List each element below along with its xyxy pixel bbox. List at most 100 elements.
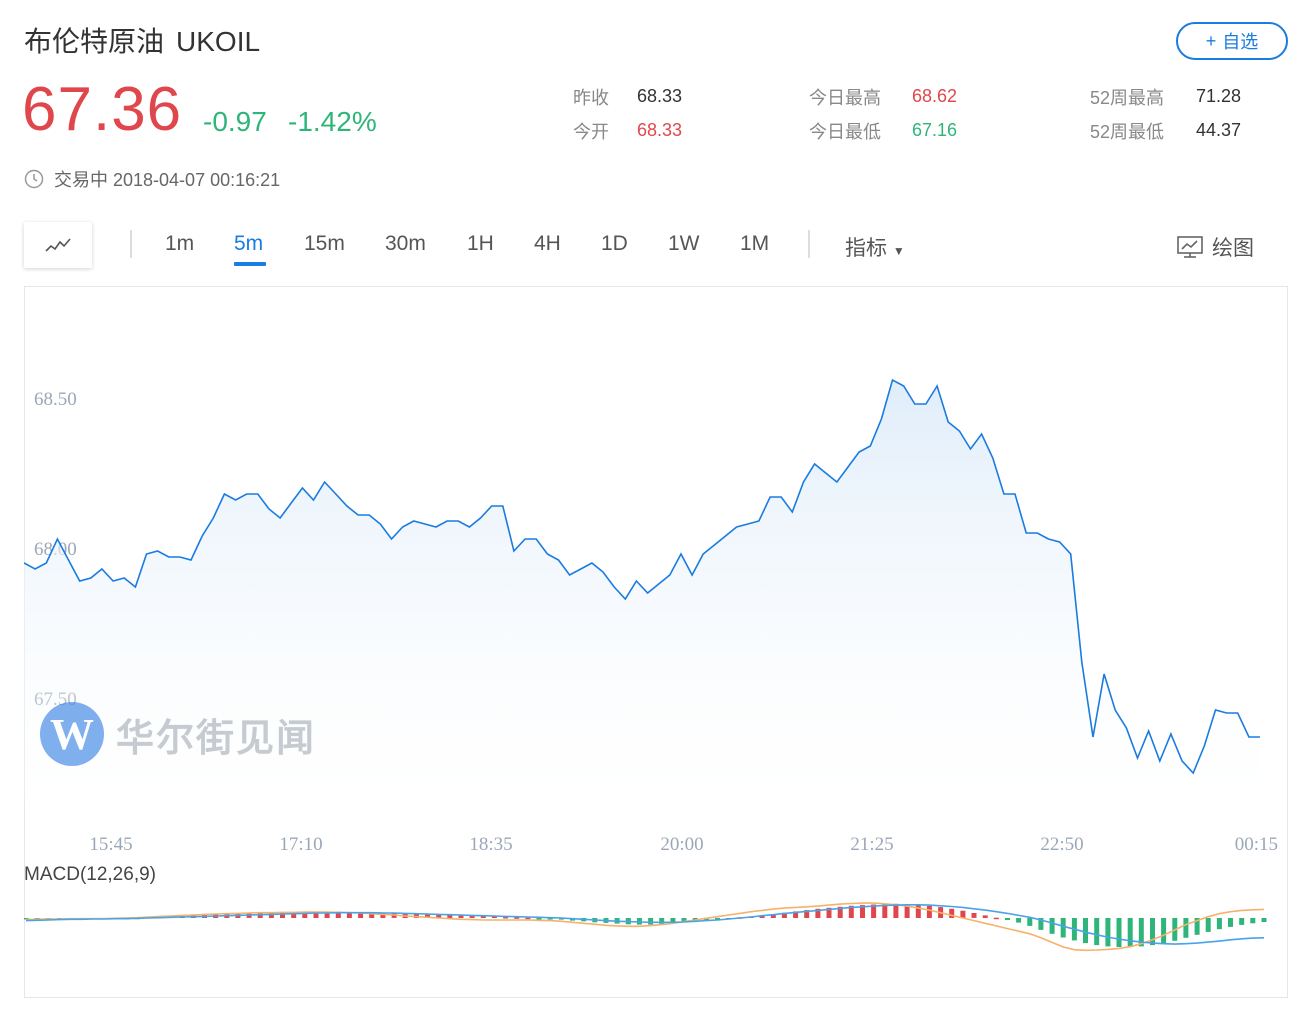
macd-histogram-bar	[280, 912, 285, 918]
drawing-icon	[1177, 236, 1203, 258]
open-value: 68.33	[637, 120, 683, 140]
timeframe-1mo[interactable]: 1M	[740, 232, 770, 255]
macd-histogram-bar	[313, 911, 319, 918]
macd-histogram-bar	[447, 914, 453, 918]
macd-histogram-bar	[1127, 918, 1133, 947]
macd-histogram-bar	[1138, 918, 1144, 947]
macd-histogram-bar	[335, 911, 341, 918]
x-tick-label: 00:15	[1235, 834, 1278, 855]
macd-histogram-bar	[648, 918, 654, 925]
macd-histogram-bar	[436, 914, 442, 918]
macd-histogram-bar	[1250, 918, 1256, 924]
line-chart-icon	[45, 238, 71, 252]
timeframe-1h[interactable]: 1H	[467, 232, 494, 255]
timeframe-30m[interactable]: 30m	[385, 232, 426, 255]
macd-histogram-bar	[514, 917, 520, 919]
active-timeframe-indicator	[234, 262, 266, 266]
macd-histogram-bar	[1161, 918, 1167, 944]
macd-histogram-bar	[1038, 918, 1044, 930]
timeframe-1m[interactable]: 1m	[165, 232, 195, 255]
macd-histogram-bar	[346, 912, 352, 918]
y-tick-label: 68.50	[34, 389, 77, 410]
macd-histogram-bar	[1183, 918, 1189, 938]
macd-histogram-bar	[837, 906, 843, 918]
draw-button[interactable]: 绘图	[1176, 232, 1254, 262]
macd-histogram-bar	[547, 918, 553, 920]
macd-histogram-bar	[369, 912, 375, 918]
macd-histogram-bar	[759, 915, 765, 918]
macd-histogram-bar	[826, 907, 832, 918]
macd-histogram-bar	[681, 918, 687, 923]
x-tick-label: 21:25	[850, 834, 893, 855]
macd-histogram-bar	[324, 911, 330, 918]
x-tick-label: 18:35	[469, 834, 512, 855]
trading-status-text: 交易中 2018-04-07 00:16:21	[54, 170, 281, 190]
timeframe-15m[interactable]: 15m	[304, 232, 345, 255]
watermark: W 华尔街见闻	[40, 702, 316, 766]
week52-high-value: 71.28	[1196, 86, 1242, 106]
macd-histogram-bar	[503, 917, 509, 919]
instrument-name: 布伦特原油	[24, 26, 165, 57]
x-tick-label: 15:45	[89, 834, 132, 855]
x-tick-label: 17:10	[279, 834, 322, 855]
watermark-text: 华尔街见闻	[116, 714, 317, 760]
caret-down-icon: ▼	[892, 244, 905, 258]
price-change-percent: -1.42%	[288, 106, 377, 137]
timeframe-1d[interactable]: 1D	[601, 232, 628, 255]
price-chart[interactable]: 68.5068.0067.50 15:4517:1018:3520:0021:2…	[24, 286, 1288, 998]
draw-label: 绘图	[1212, 237, 1254, 260]
x-tick-label: 20:00	[660, 834, 703, 855]
clock-icon	[24, 169, 44, 189]
macd-histogram-bar	[1105, 918, 1111, 947]
macd-histogram-bar	[893, 903, 899, 918]
macd-histogram-bar	[793, 911, 799, 918]
macd-histogram-bar	[291, 912, 297, 918]
watch-label: 自选	[1222, 32, 1259, 52]
macd-histogram-bar	[971, 913, 977, 918]
day-low-label: 今日最低	[809, 122, 881, 142]
macd-label: MACD(12,26,9)	[24, 864, 156, 885]
macd-histogram-bar	[703, 918, 709, 921]
toolbar-divider-2	[808, 230, 810, 258]
macd-histogram-bar	[525, 917, 531, 920]
macd-histogram-bar	[1116, 918, 1122, 947]
price-change: -0.97	[203, 106, 267, 137]
open-label: 今开	[573, 122, 609, 142]
macd-histogram-bar	[804, 910, 810, 918]
macd-histogram-bar	[1083, 918, 1088, 944]
day-high-label: 今日最高	[809, 88, 881, 108]
macd-histogram-bar	[1261, 918, 1267, 922]
macd-histogram-bar	[380, 912, 386, 918]
macd-histogram-bar	[1228, 918, 1233, 927]
plus-icon: +	[1205, 30, 1217, 51]
add-to-watchlist-button[interactable]: + 自选	[1176, 22, 1288, 60]
macd-histogram-bar	[848, 905, 854, 918]
day-high-value: 68.62	[912, 86, 958, 106]
macd-histogram-bar	[413, 913, 419, 918]
macd-histogram-bar	[860, 905, 865, 918]
macd-histogram-bar	[960, 910, 966, 918]
toolbar-divider	[130, 230, 132, 258]
macd-histogram-bar	[1194, 918, 1200, 935]
price-area	[24, 380, 1260, 806]
macd-dea-line	[25, 903, 1265, 945]
macd-histogram-bar	[815, 908, 821, 918]
macd-histogram-bar	[926, 905, 932, 918]
macd-histogram-bar	[659, 918, 665, 924]
macd-histogram-bar	[1205, 918, 1211, 932]
macd-histogram-bar	[670, 918, 676, 924]
timeframe-5m[interactable]: 5m	[234, 232, 264, 255]
macd-histogram-bar	[781, 912, 787, 918]
macd-histogram-bar	[1060, 918, 1066, 938]
macd-histogram-bar	[915, 904, 921, 918]
timeframe-4h[interactable]: 4H	[534, 232, 561, 255]
macd-histogram-bar	[358, 912, 364, 918]
last-price: 67.36	[22, 75, 183, 144]
macd-histogram-bar	[536, 918, 542, 920]
macd-histogram-bar	[1239, 918, 1245, 925]
timeframe-1w[interactable]: 1W	[668, 232, 700, 255]
indicators-dropdown[interactable]: 指标 ▼	[845, 232, 905, 262]
macd-histogram-bar	[1150, 918, 1155, 946]
line-chart-button[interactable]	[24, 222, 92, 268]
macd-histogram-bar	[1049, 918, 1055, 934]
